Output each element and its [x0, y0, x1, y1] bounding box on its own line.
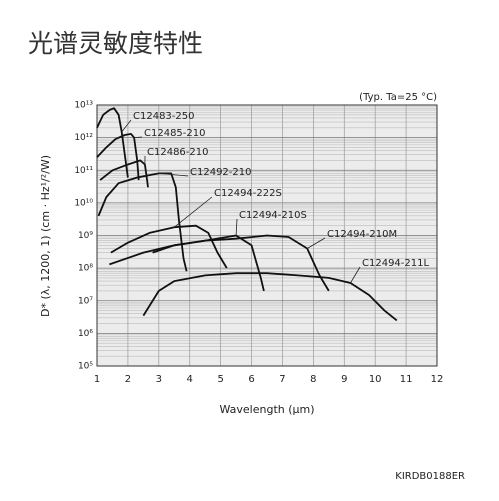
x-tick-label: 1: [94, 374, 100, 385]
series-label: C12494-210S: [239, 210, 307, 221]
x-tick-label: 8: [310, 374, 316, 385]
y-tick-label: 10⁶: [78, 329, 93, 339]
y-tick-label: 10¹⁰: [74, 198, 93, 208]
footer: KIRDB0188ER: [395, 471, 465, 482]
y-tick-label: 10¹¹: [74, 166, 93, 176]
series-label: C12494-211L: [362, 258, 429, 269]
y-tick-label: 10⁸: [78, 264, 93, 274]
x-tick-label: 4: [187, 374, 193, 385]
y-tick-label: 10¹³: [74, 101, 93, 111]
series-label: C12483-250: [133, 111, 195, 122]
x-tick-label: 6: [248, 374, 254, 385]
x-tick-label: 9: [341, 374, 347, 385]
series-label: C12486-210: [147, 147, 209, 158]
y-tick-label: 10⁹: [78, 231, 93, 241]
x-tick-label: 3: [156, 374, 162, 385]
x-tick-label: 2: [125, 374, 131, 385]
x-tick-label: 12: [431, 374, 444, 385]
x-tick-label: 10: [369, 374, 382, 385]
series-label: C12494-222S: [214, 188, 282, 199]
series-label: C12494-210M: [327, 229, 397, 240]
x-tick-label: 11: [400, 374, 413, 385]
x-tick-label: 7: [279, 374, 285, 385]
series-label: C12485-210: [144, 128, 206, 139]
y-tick-label: 10⁵: [78, 362, 93, 372]
chart-title: 光谱灵敏度特性: [28, 29, 203, 58]
x-axis-label: Wavelength (μm): [219, 403, 314, 416]
note: (Typ. Ta=25 °C): [359, 92, 437, 103]
y-tick-label: 10¹²: [74, 133, 93, 143]
y-tick-label: 10⁷: [78, 296, 93, 306]
x-tick-label: 5: [217, 374, 223, 385]
y-axis-label: D* (λ, 1200, 1) (cm · Hz¹/²/W): [39, 155, 52, 317]
series-label: C12492-210: [190, 167, 252, 178]
